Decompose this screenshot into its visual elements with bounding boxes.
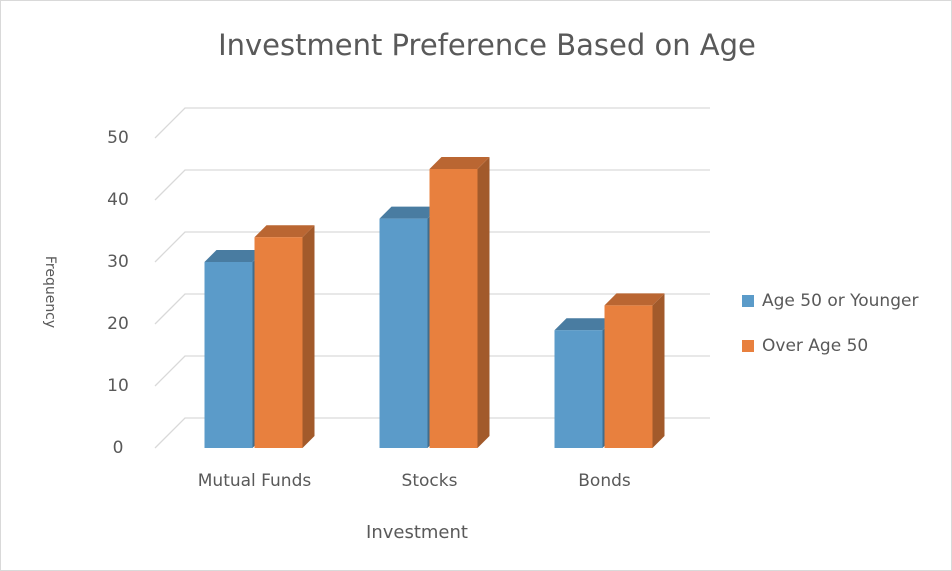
y-tick-label: 30: [107, 252, 129, 272]
bar-front: [429, 169, 478, 448]
y-tick-label: 10: [107, 376, 129, 396]
bar-side: [302, 225, 315, 448]
bar-top: [429, 157, 490, 169]
grid-line: [154, 231, 710, 263]
x-tick-label: Stocks: [402, 471, 458, 491]
bar: [379, 206, 440, 448]
bar-top: [554, 318, 615, 331]
x-tick-label: Bonds: [578, 471, 631, 491]
bar-front: [554, 330, 603, 448]
legend-label: Over Age 50: [762, 336, 868, 356]
legend-swatch: [742, 295, 754, 307]
grid-line: [154, 293, 710, 325]
bar-top: [254, 225, 315, 238]
grid-line: [154, 417, 710, 449]
grid-line: [154, 169, 710, 201]
y-tick-label: 20: [107, 314, 129, 334]
grid-line: [154, 355, 710, 387]
legend-swatch: [742, 340, 754, 352]
bar: [604, 293, 665, 448]
legend-label: Age 50 or Younger: [762, 291, 918, 311]
bar-top: [604, 293, 665, 306]
bar-front: [604, 305, 653, 448]
bar: [254, 225, 315, 448]
bar-side: [652, 293, 665, 448]
bar: [429, 157, 490, 448]
x-tick-label: Mutual Funds: [198, 471, 312, 491]
bar-front: [254, 237, 303, 448]
y-axis-title: Frequency: [42, 256, 58, 328]
y-tick-label: 50: [107, 128, 129, 148]
bar-front: [379, 218, 428, 448]
bar-side: [477, 157, 490, 448]
bar-top: [204, 250, 265, 262]
x-axis-title: Investment: [366, 522, 468, 543]
bar-front: [204, 262, 253, 448]
y-tick-label: 40: [107, 190, 129, 210]
y-tick-label: 0: [113, 438, 124, 458]
bar-top: [379, 206, 440, 219]
chart-title: Investment Preference Based on Age: [218, 28, 756, 62]
grid-line: [154, 107, 710, 139]
